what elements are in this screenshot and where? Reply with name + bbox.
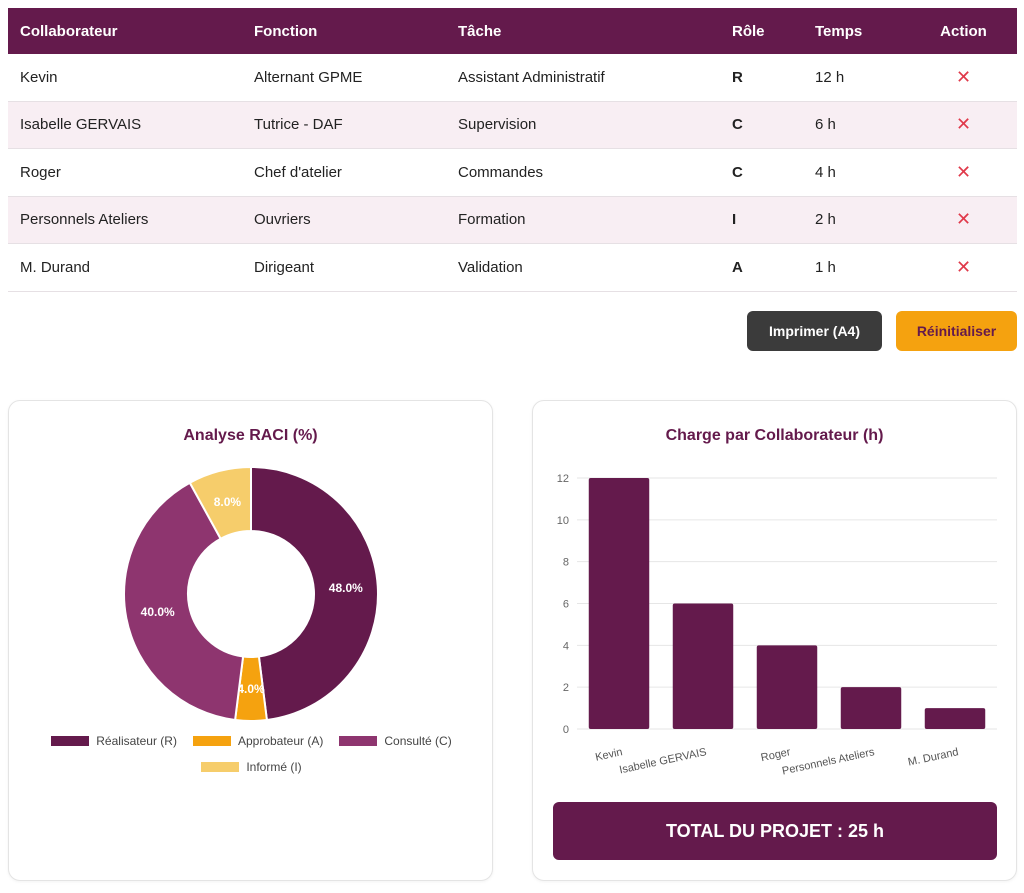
cell-role: C — [732, 163, 743, 181]
print-button[interactable]: Imprimer (A4) — [747, 311, 882, 351]
x-tick-label: Isabelle GERVAIS — [618, 746, 707, 776]
donut-slice-informe[interactable] — [188, 465, 252, 541]
cell-fonction: Tutrice - DAF — [254, 116, 343, 134]
cell-role: C — [732, 116, 743, 134]
y-tick-label: 6 — [563, 599, 569, 611]
raci-chart-card: Analyse RACI (%) 48.0% 4.0% 40.0% 8.0% Réal… — [8, 400, 493, 881]
header-action: Action — [940, 22, 987, 40]
cell-temps: 2 h — [815, 211, 836, 229]
cell-action: ✕ — [910, 115, 1017, 134]
donut-value-label: 4.0% — [237, 682, 265, 696]
cell-temps: 1 h — [815, 258, 836, 276]
table-row: Kevin Alternant GPME Assistant Administr… — [8, 54, 1017, 102]
cell-collaborateur: M. Durand — [20, 258, 91, 276]
cell-temps: 4 h — [815, 163, 836, 181]
cell-action: ✕ — [910, 163, 1017, 182]
legend-label: Réalisateur (R) — [96, 734, 177, 748]
cell-action: ✕ — [910, 258, 1017, 277]
bar-4[interactable] — [924, 708, 986, 729]
legend-item-informe[interactable]: Informé (I) — [201, 760, 302, 774]
cell-tache: Supervision — [458, 116, 537, 134]
table-row: Roger Chef d'atelier Commandes C 4 h ✕ — [8, 149, 1017, 197]
legend-label: Approbateur (A) — [237, 734, 324, 748]
table-row: Personnels Ateliers Ouvriers Formation I… — [8, 196, 1017, 244]
header-tache[interactable]: Tâche — [458, 22, 502, 40]
x-tick-label: Kevin — [594, 746, 623, 763]
legend-label: Consulté (C) — [384, 734, 452, 748]
legend-swatch — [339, 736, 378, 746]
bar-2[interactable] — [756, 645, 818, 729]
cell-role: I — [732, 211, 737, 229]
cell-tache: Commandes — [458, 163, 544, 181]
x-tick-label: Roger — [760, 746, 792, 764]
delete-icon[interactable]: ✕ — [955, 256, 972, 277]
cell-fonction: Chef d'atelier — [254, 163, 342, 181]
cell-action: ✕ — [910, 210, 1017, 229]
x-tick-label: Personnels Ateliers — [781, 746, 876, 777]
legend-item-realisateur[interactable]: Réalisateur (R) — [51, 734, 177, 748]
donut-value-label: 8.0% — [214, 495, 242, 509]
delete-icon[interactable]: ✕ — [955, 66, 972, 87]
legend-swatch — [51, 736, 90, 746]
reset-button[interactable]: Réinitialiser — [896, 311, 1017, 351]
cell-fonction: Dirigeant — [254, 258, 315, 276]
legend-swatch — [192, 736, 231, 746]
y-tick-label: 12 — [557, 473, 569, 485]
bar-0[interactable] — [588, 478, 650, 729]
cell-tache: Assistant Administratif — [458, 68, 605, 86]
raci-donut-chart: 48.0% 4.0% 40.0% 8.0% — [123, 465, 379, 722]
cell-collaborateur: Personnels Ateliers — [20, 211, 149, 229]
workload-chart-card: Charge par Collaborateur (h) 0 2 4 6 8 10 12 Ke… — [532, 400, 1017, 881]
header-fonction[interactable]: Fonction — [254, 22, 318, 40]
collaborator-table: Collaborateur Fonction Tâche Rôle Temps … — [8, 8, 1017, 292]
cell-tache: Validation — [458, 258, 523, 276]
cell-collaborateur: Kevin — [20, 68, 58, 86]
y-tick-label: 10 — [557, 515, 569, 527]
cell-role: R — [732, 68, 743, 86]
x-tick-label: M. Durand — [907, 746, 960, 768]
donut-slice-consulte[interactable] — [123, 481, 245, 722]
workload-chart-title: Charge par Collaborateur (h) — [665, 427, 884, 444]
cell-tache: Formation — [458, 211, 526, 229]
cell-action: ✕ — [910, 68, 1017, 87]
y-tick-label: 2 — [563, 682, 569, 694]
bar-3[interactable] — [840, 687, 902, 729]
cell-collaborateur: Roger — [20, 163, 61, 181]
table-header: Collaborateur Fonction Tâche Rôle Temps … — [8, 8, 1017, 54]
donut-value-label: 40.0% — [141, 605, 175, 619]
cell-role: A — [732, 258, 743, 276]
header-role[interactable]: Rôle — [732, 22, 765, 40]
header-collaborateur[interactable]: Collaborateur — [20, 22, 118, 40]
y-tick-label: 4 — [563, 640, 569, 652]
cell-collaborateur: Isabelle GERVAIS — [20, 116, 142, 134]
y-tick-label: 8 — [563, 557, 569, 569]
cell-fonction: Alternant GPME — [254, 68, 363, 86]
header-temps[interactable]: Temps — [815, 22, 863, 40]
table-row: Isabelle GERVAIS Tutrice - DAF Supervisi… — [8, 101, 1017, 149]
legend-item-consulte[interactable]: Consulté (C) — [339, 734, 452, 748]
y-tick-label: 0 — [563, 724, 569, 736]
legend-label: Informé (I) — [246, 760, 302, 774]
table-row: M. Durand Dirigeant Validation A 1 h ✕ — [8, 244, 1017, 292]
delete-icon[interactable]: ✕ — [955, 209, 972, 230]
cell-fonction: Ouvriers — [254, 211, 311, 229]
cell-temps: 6 h — [815, 116, 836, 134]
donut-slice-realisateur[interactable] — [250, 465, 379, 722]
project-total: TOTAL DU PROJET : 25 h — [553, 802, 997, 860]
raci-chart-title: Analyse RACI (%) — [183, 427, 318, 444]
legend-swatch — [201, 762, 240, 772]
bar-1[interactable] — [672, 603, 734, 730]
delete-icon[interactable]: ✕ — [955, 161, 972, 182]
legend-item-approbateur[interactable]: Approbateur (A) — [192, 734, 324, 748]
raci-legend: Réalisateur (R) Approbateur (A) Consulté… — [29, 734, 474, 774]
cell-temps: 12 h — [815, 68, 845, 86]
delete-icon[interactable]: ✕ — [955, 114, 972, 135]
donut-value-label: 48.0% — [329, 581, 363, 595]
